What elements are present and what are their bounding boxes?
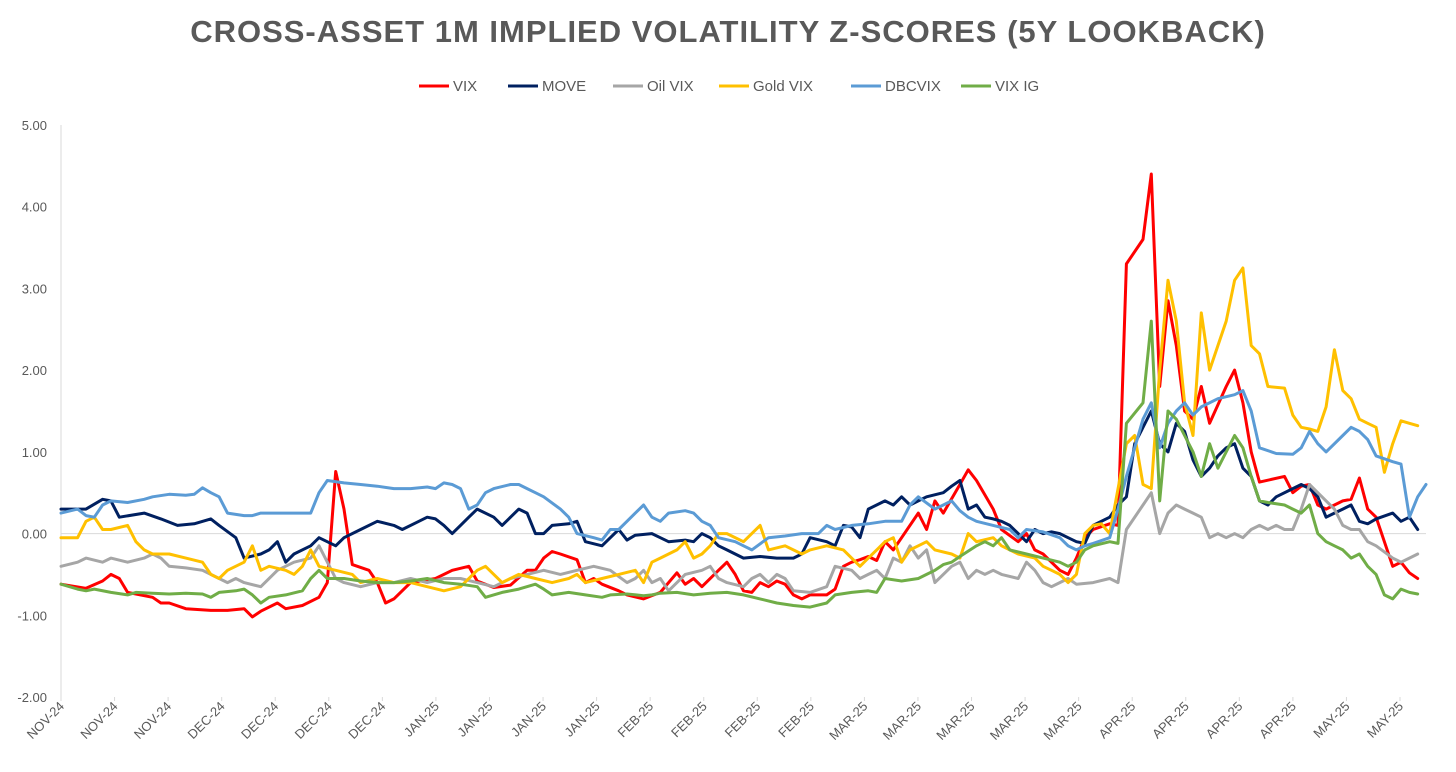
x-tick-label: NOV-24 [131,699,174,742]
y-tick-label: -1.00 [17,608,47,623]
x-tick-label: MAR-25 [826,699,870,743]
y-tick-label: 1.00 [22,445,47,460]
x-tick-label: DEC-24 [238,699,281,742]
x-tick-label: DEC-24 [292,699,335,742]
x-tick-label: MAY-25 [1310,699,1352,741]
series-line-move [59,409,1420,564]
legend-label: VIX [453,78,477,95]
series-line-vix [59,172,1420,619]
legend-label: MOVE [542,78,586,95]
legend-label: DBCVIX [885,78,941,95]
series-line-gold-vix [59,266,1420,593]
x-tick-label: JAN-25 [508,699,549,740]
y-tick-label: 4.00 [22,200,47,215]
x-tick-label: APR-25 [1203,699,1246,742]
x-tick-label: NOV-24 [24,699,67,742]
x-tick-label: MAY-25 [1364,699,1406,741]
y-tick-label: -2.00 [17,690,47,705]
x-tick-label: FEB-25 [615,699,657,741]
y-tick-label: 0.00 [22,527,47,542]
x-tick-label: DEC-24 [345,699,388,742]
series-line-oil-vix [59,483,1420,594]
x-tick-label: FEB-25 [722,699,764,741]
x-tick-label: MAR-25 [933,699,977,743]
series-line-vix-ig [59,319,1420,609]
chart-title: CROSS-ASSET 1M IMPLIED VOLATILITY Z-SCOR… [190,14,1266,49]
legend-label: Gold VIX [753,78,813,95]
x-tick-label: JAN-25 [454,699,495,740]
x-tick-label: NOV-24 [77,699,120,742]
y-tick-label: 5.00 [22,118,47,133]
x-tick-label: FEB-25 [668,699,710,741]
series-line-dbcvix [59,389,1428,552]
x-tick-label: MAR-25 [987,699,1031,743]
x-tick-label: APR-25 [1149,699,1192,742]
x-tick-label: APR-25 [1256,699,1299,742]
y-tick-label: 3.00 [22,281,47,296]
x-tick-label: MAR-25 [880,699,924,743]
x-tick-label: MAR-25 [1040,699,1084,743]
x-tick-label: APR-25 [1096,699,1139,742]
y-tick-label: 2.00 [22,363,47,378]
x-tick-label: FEB-25 [775,699,817,741]
legend-label: VIX IG [995,78,1039,95]
legend-label: Oil VIX [647,78,694,95]
x-tick-label: JAN-25 [561,699,602,740]
x-tick-label: DEC-24 [184,699,227,742]
x-tick-label: JAN-25 [401,699,442,740]
